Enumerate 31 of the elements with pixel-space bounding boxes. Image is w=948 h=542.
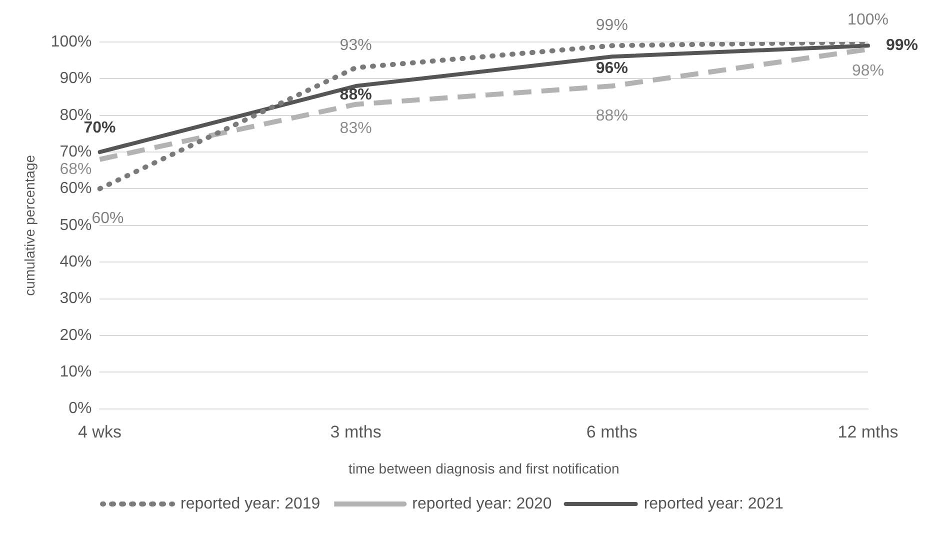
x-tick-label: 6 mths: [586, 422, 638, 442]
data-label: 68%: [60, 160, 92, 178]
data-label: 99%: [596, 17, 628, 34]
y-tick-label: 100%: [50, 33, 92, 50]
x-axis-title: time between diagnosis and first notification: [348, 460, 620, 476]
legend-label: reported year: 2020: [412, 495, 552, 512]
y-tick-label: 90%: [60, 70, 92, 88]
x-tick-label: 3 mths: [330, 422, 382, 442]
y-tick-label: 10%: [60, 364, 92, 381]
y-tick-label: 40%: [60, 253, 92, 270]
data-label: 88%: [596, 107, 628, 124]
y-tick-label: 0%: [68, 400, 92, 418]
data-label: 93%: [340, 37, 372, 54]
data-label: 99%: [886, 37, 918, 54]
x-tick-label: 12 mths: [838, 422, 898, 442]
legend-label: reported year: 2019: [180, 495, 320, 512]
y-tick-label: 50%: [60, 216, 92, 234]
data-label: 70%: [84, 119, 116, 136]
x-tick-label: 4 wks: [78, 422, 122, 442]
data-label: 83%: [340, 120, 372, 137]
legend-label: reported year: 2021: [644, 495, 784, 512]
data-label: 96%: [596, 60, 628, 78]
data-label: 98%: [852, 62, 884, 80]
data-label: 88%: [340, 86, 372, 104]
y-axis-title: cumulative percentage: [21, 154, 38, 296]
y-tick-label: 30%: [60, 290, 92, 308]
data-label: 60%: [92, 210, 124, 228]
y-tick-label: 60%: [60, 180, 92, 198]
y-tick-label: 20%: [60, 326, 92, 344]
y-tick-label: 70%: [60, 143, 92, 160]
data-label: 100%: [848, 11, 888, 28]
